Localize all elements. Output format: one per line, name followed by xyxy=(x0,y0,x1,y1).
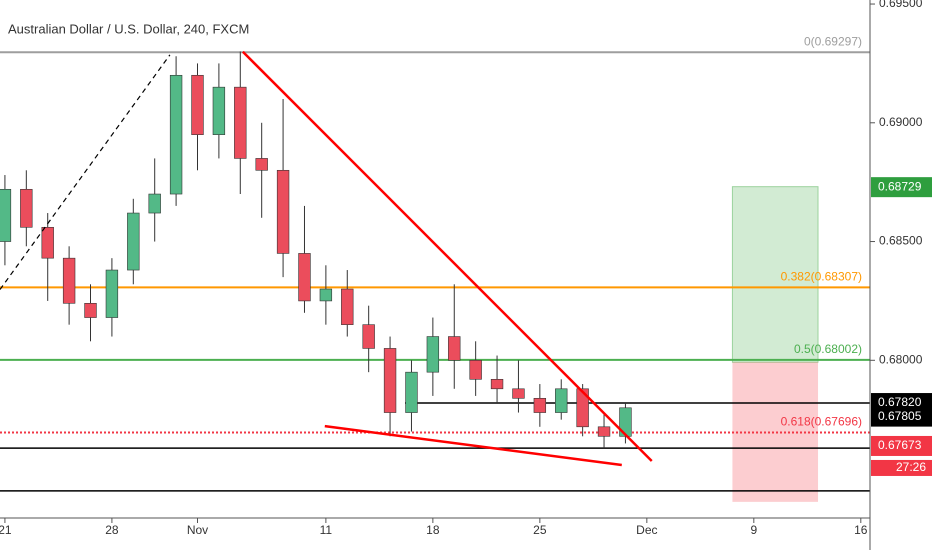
x-tick-label: Dec xyxy=(636,523,657,537)
price-label-box xyxy=(871,435,932,456)
y-tick-label: 0.68000 xyxy=(879,352,923,366)
x-tick-label: 18 xyxy=(426,523,440,537)
chart-title: Australian Dollar / U.S. Dollar, 240, FX… xyxy=(8,21,249,36)
candle-body xyxy=(555,388,568,413)
candle-body xyxy=(148,193,161,214)
target-zone xyxy=(731,186,819,363)
candle-body xyxy=(490,378,504,390)
stop-zone xyxy=(732,362,819,502)
x-tick-label: 25 xyxy=(533,523,547,537)
trendline xyxy=(0,54,171,290)
candle-body xyxy=(426,336,440,373)
x-tick-label: 9 xyxy=(750,523,757,537)
candle-body xyxy=(20,188,33,228)
candle-body xyxy=(341,288,354,325)
candle-body xyxy=(298,253,311,302)
candle-body xyxy=(84,302,97,318)
candle-body xyxy=(276,169,290,254)
y-tick-label: 0.68500 xyxy=(879,234,923,248)
x-tick-label: Nov xyxy=(187,523,208,537)
x-tick-label: 28 xyxy=(105,523,119,537)
countdown-box xyxy=(871,459,932,476)
candle-body xyxy=(62,257,76,304)
x-tick-label: 16 xyxy=(854,523,868,537)
candle-body xyxy=(533,397,547,413)
candle-body xyxy=(41,226,54,259)
trendline xyxy=(324,424,622,467)
candle-body xyxy=(212,86,226,135)
price-label-box xyxy=(871,406,932,427)
x-tick-label: 21 xyxy=(0,523,12,537)
candle-body xyxy=(105,269,119,318)
fib-label: 0.5(0.68002) xyxy=(794,342,862,356)
y-tick-label: 0.69500 xyxy=(879,0,923,10)
candle-body xyxy=(255,158,268,171)
candle-body xyxy=(362,324,375,349)
candle-body xyxy=(576,388,589,428)
candle-body xyxy=(191,74,204,135)
y-tick-label: 0.69000 xyxy=(879,115,923,129)
candle-body xyxy=(319,288,333,302)
trendline xyxy=(241,50,653,462)
candle-body xyxy=(405,371,418,413)
x-tick-label: 11 xyxy=(320,523,333,537)
fib-label: 0.382(0.68307) xyxy=(781,270,862,284)
candle-body xyxy=(448,336,461,361)
candle-body xyxy=(234,86,247,159)
candle-body xyxy=(0,188,12,242)
fib-label: 0(0.69297) xyxy=(804,34,862,48)
candle-body xyxy=(597,426,611,437)
price-label-box xyxy=(871,177,932,198)
candle-body xyxy=(383,348,397,413)
candle-body xyxy=(512,388,525,399)
price-label: 0.68729 xyxy=(878,179,922,193)
price-label: 0.67673 xyxy=(878,438,922,452)
candle-body xyxy=(469,359,482,380)
candle-body xyxy=(169,74,183,195)
plot-area: 0(0.69297) 0.382(0.68307) 0.5(0.68002) 0.61… xyxy=(0,34,870,502)
price-label: 0.67820 xyxy=(878,395,922,409)
countdown: 27:26 xyxy=(896,460,926,474)
fib-label: 0.618(0.67696) xyxy=(781,415,862,429)
candle-body xyxy=(127,212,140,271)
price-label: 0.67805 xyxy=(878,409,922,423)
